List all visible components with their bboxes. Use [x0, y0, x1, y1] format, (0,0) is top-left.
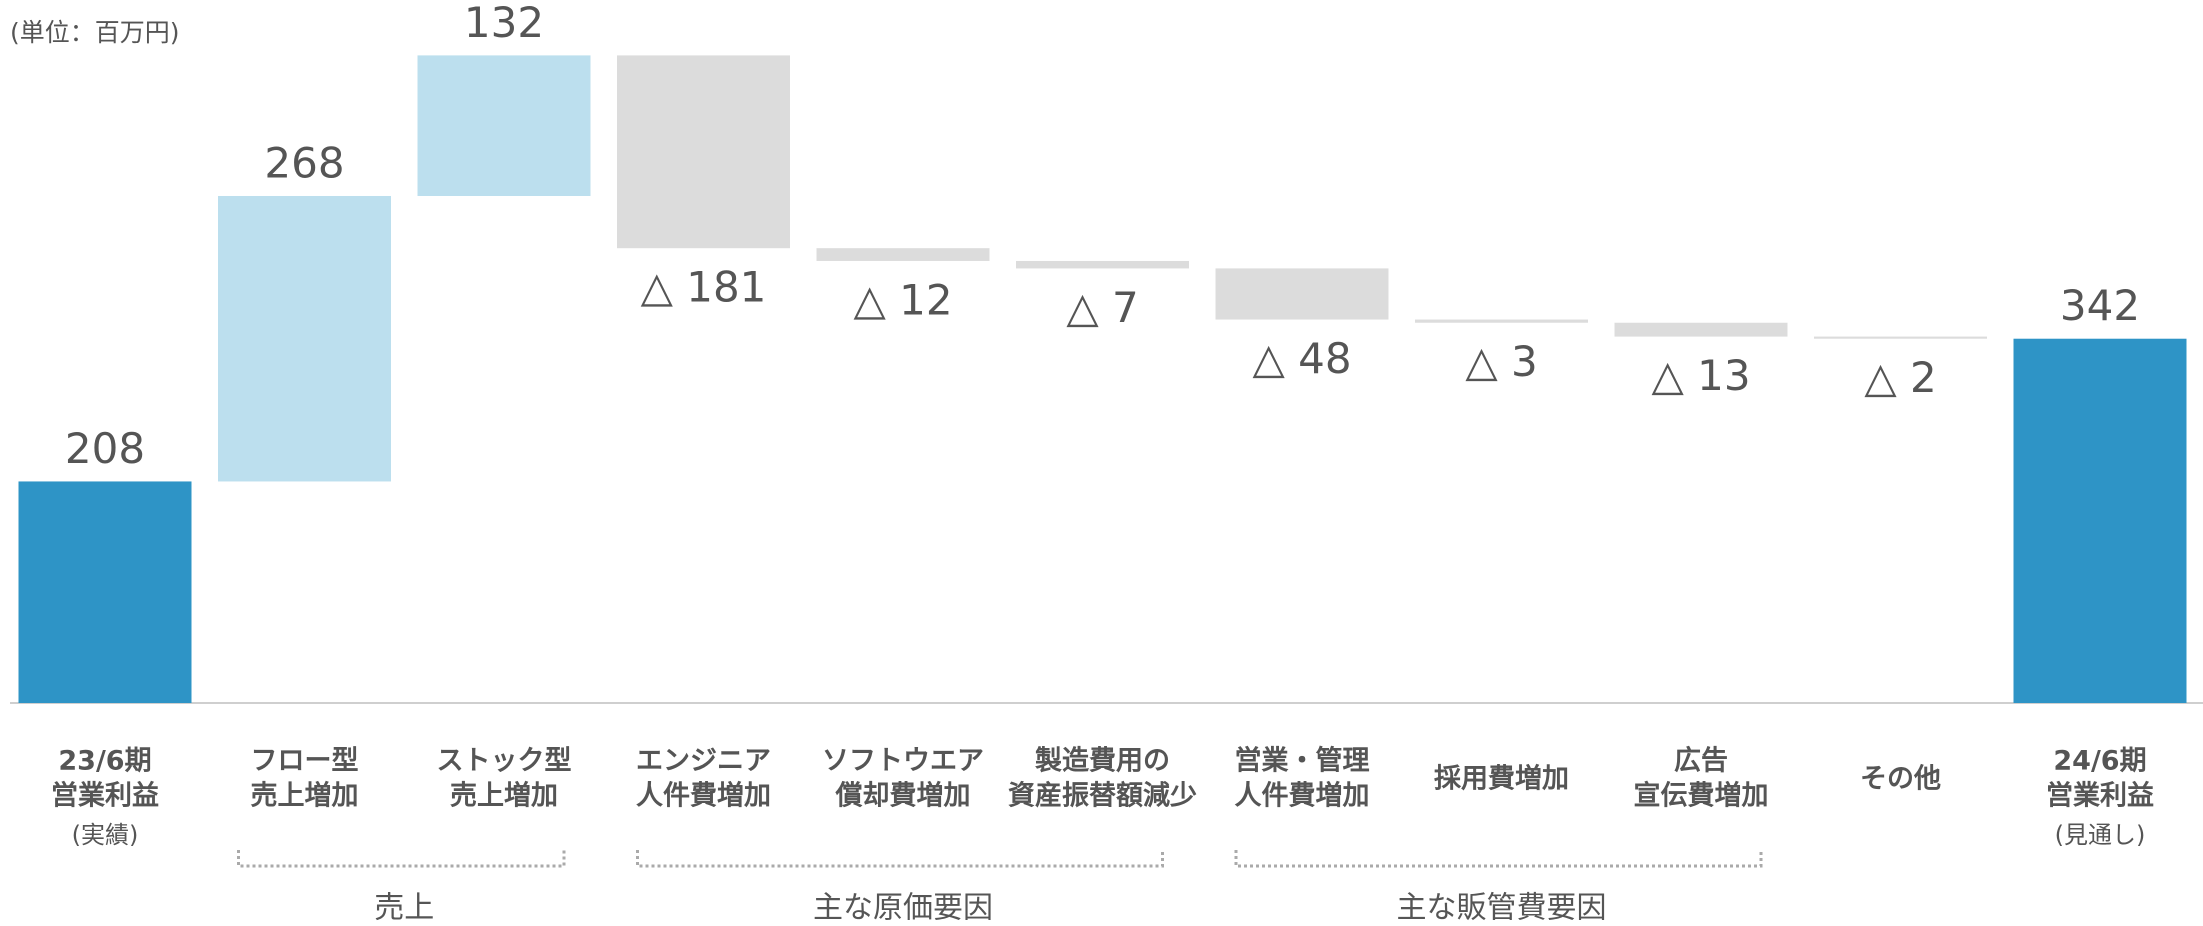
group-bracket — [636, 850, 1164, 868]
category-label: 売上増加 — [251, 780, 359, 812]
category-label: 広告 — [1674, 745, 1728, 777]
group-bracket — [1234, 850, 1763, 868]
group-label: 売上 — [374, 891, 434, 926]
group-label: 主な原価要因 — [813, 891, 993, 926]
bar — [1814, 336, 1987, 339]
category-label: ソフトウエア — [822, 746, 984, 777]
category-label: フロー型 — [251, 746, 359, 777]
category-label: 23/6期 — [58, 746, 151, 777]
category-label: 営業利益 — [51, 780, 159, 812]
category-label: 人件費増加 — [1235, 780, 1370, 812]
value-label: △ 2 — [1864, 353, 1936, 402]
bar — [1016, 260, 1189, 269]
value-label: 208 — [65, 424, 145, 473]
category-label: その他 — [1860, 764, 1941, 795]
value-label: △ 48 — [1252, 334, 1351, 383]
category-label: 営業・管理 — [1235, 745, 1370, 777]
bar — [1215, 268, 1389, 320]
bar — [2013, 338, 2187, 703]
bar — [1415, 319, 1588, 323]
group-bracket — [237, 850, 566, 868]
value-label: 342 — [2060, 281, 2140, 330]
category-label: 24/6期 — [2053, 746, 2146, 777]
category-label: エンジニア — [636, 746, 771, 777]
bar — [417, 55, 591, 196]
bar — [18, 481, 192, 703]
category-label: 製造費用の — [1035, 746, 1170, 777]
bar — [1614, 322, 1788, 337]
bar — [617, 55, 790, 249]
value-label: △ 13 — [1651, 351, 1750, 400]
category-label: 人件費増加 — [636, 780, 771, 812]
category-label: 宣伝費増加 — [1634, 780, 1769, 812]
category-label: 営業利益 — [2046, 780, 2154, 812]
bar — [816, 248, 990, 261]
value-label: △ 12 — [853, 275, 952, 324]
value-label: 132 — [464, 0, 544, 47]
category-note: (見通し) — [2055, 821, 2146, 849]
group-label: 主な販管費要因 — [1397, 891, 1607, 926]
category-label: 償却費増加 — [835, 780, 971, 812]
category-label: ストック型 — [437, 746, 572, 777]
category-label: 売上増加 — [450, 780, 558, 812]
unit-note: (単位：百万円) — [10, 18, 180, 47]
category-label: 資産振替額減少 — [1008, 780, 1197, 812]
bar — [218, 195, 391, 482]
value-label: 268 — [264, 138, 344, 187]
category-note: (実績) — [72, 821, 139, 849]
value-label: △ 181 — [641, 263, 767, 312]
value-label: △ 3 — [1465, 337, 1537, 386]
category-label: 採用費増加 — [1434, 763, 1569, 795]
value-label: △ 7 — [1066, 283, 1138, 332]
